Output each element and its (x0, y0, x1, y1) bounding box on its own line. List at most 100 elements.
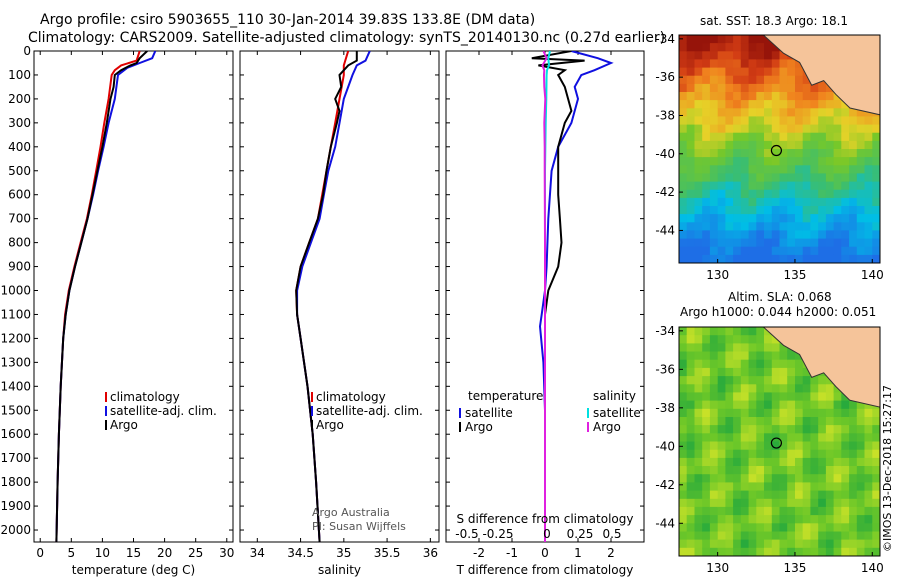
map-cell (810, 124, 819, 134)
map-cell (679, 124, 688, 134)
map-cell (833, 108, 842, 117)
map-cell (787, 165, 796, 174)
map-cell (795, 515, 804, 524)
argo-australia-note: Argo Australia (312, 506, 390, 519)
map-cell (717, 359, 726, 369)
map-cell (717, 515, 726, 524)
map-cell (802, 376, 811, 385)
map-cell (733, 83, 742, 93)
map-cell (686, 100, 695, 109)
map-cell (849, 457, 858, 467)
map-cell (725, 181, 734, 191)
map-cell (779, 140, 788, 150)
x-tick-label: 0 (36, 546, 44, 560)
map-cell (771, 51, 781, 60)
map-cell (709, 506, 719, 516)
map-cell (733, 457, 742, 467)
map-cell (717, 335, 726, 344)
map-cell (748, 51, 757, 60)
map-cell (856, 441, 866, 451)
map-cell (740, 230, 750, 240)
map-cell (864, 474, 873, 483)
map-cell (702, 417, 711, 426)
map-cell (872, 173, 880, 183)
map-cell (818, 441, 827, 451)
map-cell (725, 116, 734, 126)
map-cell (841, 230, 850, 240)
map-cell (787, 181, 796, 191)
map-cell (779, 189, 788, 199)
map-cell (679, 515, 688, 524)
map-cell (849, 246, 858, 256)
map-cell (717, 539, 726, 549)
map-cell (764, 181, 773, 191)
map-cell (756, 523, 765, 533)
map-cell (709, 246, 719, 256)
map-cell (764, 343, 773, 353)
map-cell (787, 474, 796, 483)
map-cell (841, 482, 850, 492)
x-tick-label: 35 (336, 546, 351, 560)
map-2-frame (678, 326, 881, 557)
map-cell (709, 376, 719, 385)
map-cell (787, 157, 796, 166)
map-cell (771, 124, 781, 134)
map-cell (787, 417, 796, 426)
map-cell (787, 83, 796, 93)
map-cell (694, 425, 703, 434)
map-cell (748, 149, 757, 158)
map-cell (694, 189, 703, 199)
map-cell (709, 408, 719, 418)
map-cell (795, 116, 804, 126)
coastline-land (762, 327, 880, 408)
map-cell (825, 149, 835, 158)
map-cell (802, 367, 811, 377)
map-cell (709, 400, 719, 410)
map-cell (810, 92, 819, 101)
map-cell (702, 441, 711, 451)
map-cell (864, 449, 873, 459)
x-tick-label: -2 (473, 546, 485, 560)
map-cell (686, 408, 695, 418)
map-cell (818, 92, 827, 101)
map-cell (679, 474, 688, 483)
map-cell (717, 433, 726, 443)
map-cell (748, 376, 757, 385)
map-cell (686, 392, 695, 402)
map-cell (810, 417, 819, 426)
map-cell (795, 506, 804, 516)
map-cell (764, 189, 773, 199)
map-cell (740, 35, 750, 44)
map-cell (725, 132, 734, 142)
map-cell (833, 124, 842, 134)
map-cell (872, 181, 880, 191)
map-cell (709, 335, 719, 344)
map-cell (779, 441, 788, 451)
map-cell (779, 351, 788, 361)
map-cell (709, 75, 719, 85)
map-cell (872, 523, 880, 533)
map-cell (779, 214, 788, 223)
map-cell (694, 531, 703, 541)
map-cell (779, 539, 788, 549)
map-cell (748, 400, 757, 410)
map-cell (748, 441, 757, 451)
map-cell (756, 59, 765, 69)
map-cell (787, 367, 796, 377)
map-cell (717, 100, 726, 109)
map-cell (740, 165, 750, 174)
map-cell (748, 67, 757, 77)
map-cell (717, 482, 726, 492)
map-x-tick-label: 130 (706, 268, 729, 282)
map-cell (825, 92, 835, 101)
map-cell (686, 400, 695, 410)
map-y-tick-label: -40 (655, 147, 675, 161)
y-tick-label: 900 (8, 260, 31, 274)
map-cell (787, 222, 796, 231)
map-cell (717, 83, 726, 93)
map-cell (717, 238, 726, 248)
map-cell (717, 466, 726, 475)
y-tick-label: 1100 (0, 307, 31, 321)
map-cell (872, 140, 880, 150)
map-cell (849, 408, 858, 418)
